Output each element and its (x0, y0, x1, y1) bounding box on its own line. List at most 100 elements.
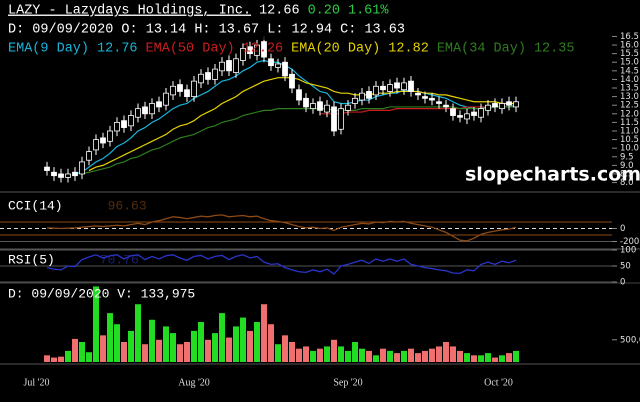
ema-line (74, 59, 517, 175)
legend-name: EMA(9 Day) (8, 42, 89, 57)
candle-body (450, 108, 456, 116)
volume-bar (114, 324, 120, 362)
volume-bar (191, 330, 197, 362)
candle-body (261, 41, 267, 58)
candle-body (457, 115, 463, 118)
candle-body (352, 97, 358, 104)
candle-body (135, 108, 141, 118)
candle-body (366, 91, 372, 99)
candle-body (58, 173, 64, 178)
volume-bar (443, 342, 449, 362)
legend-name: EMA(50 Day) (146, 42, 235, 57)
y-tick-label: 100 (620, 246, 636, 256)
candle-body (156, 101, 162, 108)
candle-body (317, 101, 323, 111)
volume-bar (317, 348, 323, 362)
watermark: slopecharts.com (465, 164, 640, 186)
candle-body (268, 58, 274, 67)
y-tick-label: 13.0 (620, 92, 639, 102)
candle-body (226, 60, 232, 72)
volume-bar (219, 313, 225, 362)
candle-body (492, 103, 498, 108)
candle-body (506, 101, 512, 106)
candle-body (254, 44, 260, 56)
candle-body (436, 101, 442, 104)
legend-name: EMA(20 Day) (291, 42, 380, 57)
volume-bar (44, 355, 50, 362)
price-change: 0.20 (308, 4, 340, 19)
y-tick-label: 15.5 (620, 49, 639, 59)
volume-bar (338, 346, 344, 362)
candle-body (401, 82, 407, 91)
volume-bar (380, 348, 386, 362)
candle-body (121, 120, 127, 128)
volume-bar (121, 342, 127, 362)
volume-bar (149, 319, 155, 362)
x-tick-label: Aug '20 (178, 377, 210, 388)
volume-bar (100, 335, 106, 362)
volume-bar (275, 344, 281, 362)
y-tick-label: 10.5 (620, 135, 639, 145)
y-tick-label: 16.0 (620, 41, 639, 51)
y-tick-label: 14.0 (620, 75, 639, 85)
candle-body (289, 73, 295, 89)
last-price: 12.66 (259, 4, 300, 19)
candle-body (219, 61, 225, 72)
volume-bar (352, 342, 358, 362)
candle-body (205, 72, 211, 80)
indicator-line (46, 214, 517, 242)
volume-bar (331, 339, 337, 362)
candle-body (359, 92, 365, 101)
volume-bar (86, 352, 92, 362)
panel-title: RSI(5) (8, 252, 55, 267)
legend-value: 12.76 (97, 42, 138, 57)
panel-value: 70.76 (100, 252, 139, 267)
volume-bar (240, 317, 246, 362)
y-tick-label: 15.0 (620, 58, 639, 68)
y-tick-label: 14.5 (620, 66, 639, 76)
y-tick-label: 9.5 (620, 152, 634, 162)
volume-bar (450, 346, 456, 362)
symbol-title: LAZY - Lazydays Holdings, Inc. (8, 4, 251, 19)
volume-bar (303, 346, 309, 362)
candle-body (142, 106, 148, 115)
volume-bar (345, 350, 351, 362)
volume-bar (506, 353, 512, 362)
volume-bar (93, 286, 99, 362)
candle-body (345, 104, 351, 111)
volume-bar (72, 338, 78, 362)
volume-bar (58, 356, 64, 362)
candle-body (464, 113, 470, 120)
candle-body (324, 104, 330, 113)
candle-body (275, 63, 281, 68)
y-tick-label: 0 (620, 278, 625, 288)
y-tick-label: 13.5 (620, 84, 639, 94)
candle-body (485, 104, 491, 111)
volume-bar (485, 353, 491, 362)
candle-body (114, 121, 120, 132)
volume-bar (163, 326, 169, 362)
candle-body (240, 48, 246, 61)
volume-bar (170, 333, 176, 362)
indicator-line (46, 254, 517, 275)
y-tick-label: 0 (620, 224, 625, 234)
volume-bar (359, 348, 365, 362)
volume-bar (499, 355, 505, 362)
candle-body (191, 80, 197, 98)
y-tick-label: 500,000 (620, 335, 640, 345)
candle-body (394, 82, 400, 89)
volume-bar (366, 350, 372, 362)
price-change-pct: 1.61% (348, 4, 389, 19)
legend-value: 12.82 (388, 42, 429, 57)
candle-body (338, 108, 344, 130)
volume-bar (436, 346, 442, 362)
volume-bar (261, 304, 267, 362)
candle-body (100, 137, 106, 144)
x-tick-label: Jul '20 (24, 377, 50, 388)
candle-body (499, 103, 505, 110)
candle-body (513, 101, 519, 108)
volume-bar (79, 342, 85, 362)
volume-bar (107, 313, 113, 362)
